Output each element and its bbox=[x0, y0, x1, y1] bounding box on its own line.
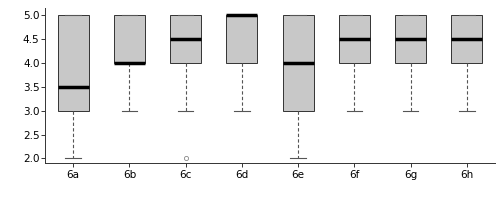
PathPatch shape bbox=[282, 15, 314, 111]
PathPatch shape bbox=[226, 15, 258, 63]
PathPatch shape bbox=[170, 15, 201, 63]
PathPatch shape bbox=[114, 15, 145, 63]
PathPatch shape bbox=[58, 15, 88, 111]
PathPatch shape bbox=[339, 15, 370, 63]
PathPatch shape bbox=[395, 15, 426, 63]
PathPatch shape bbox=[452, 15, 482, 63]
